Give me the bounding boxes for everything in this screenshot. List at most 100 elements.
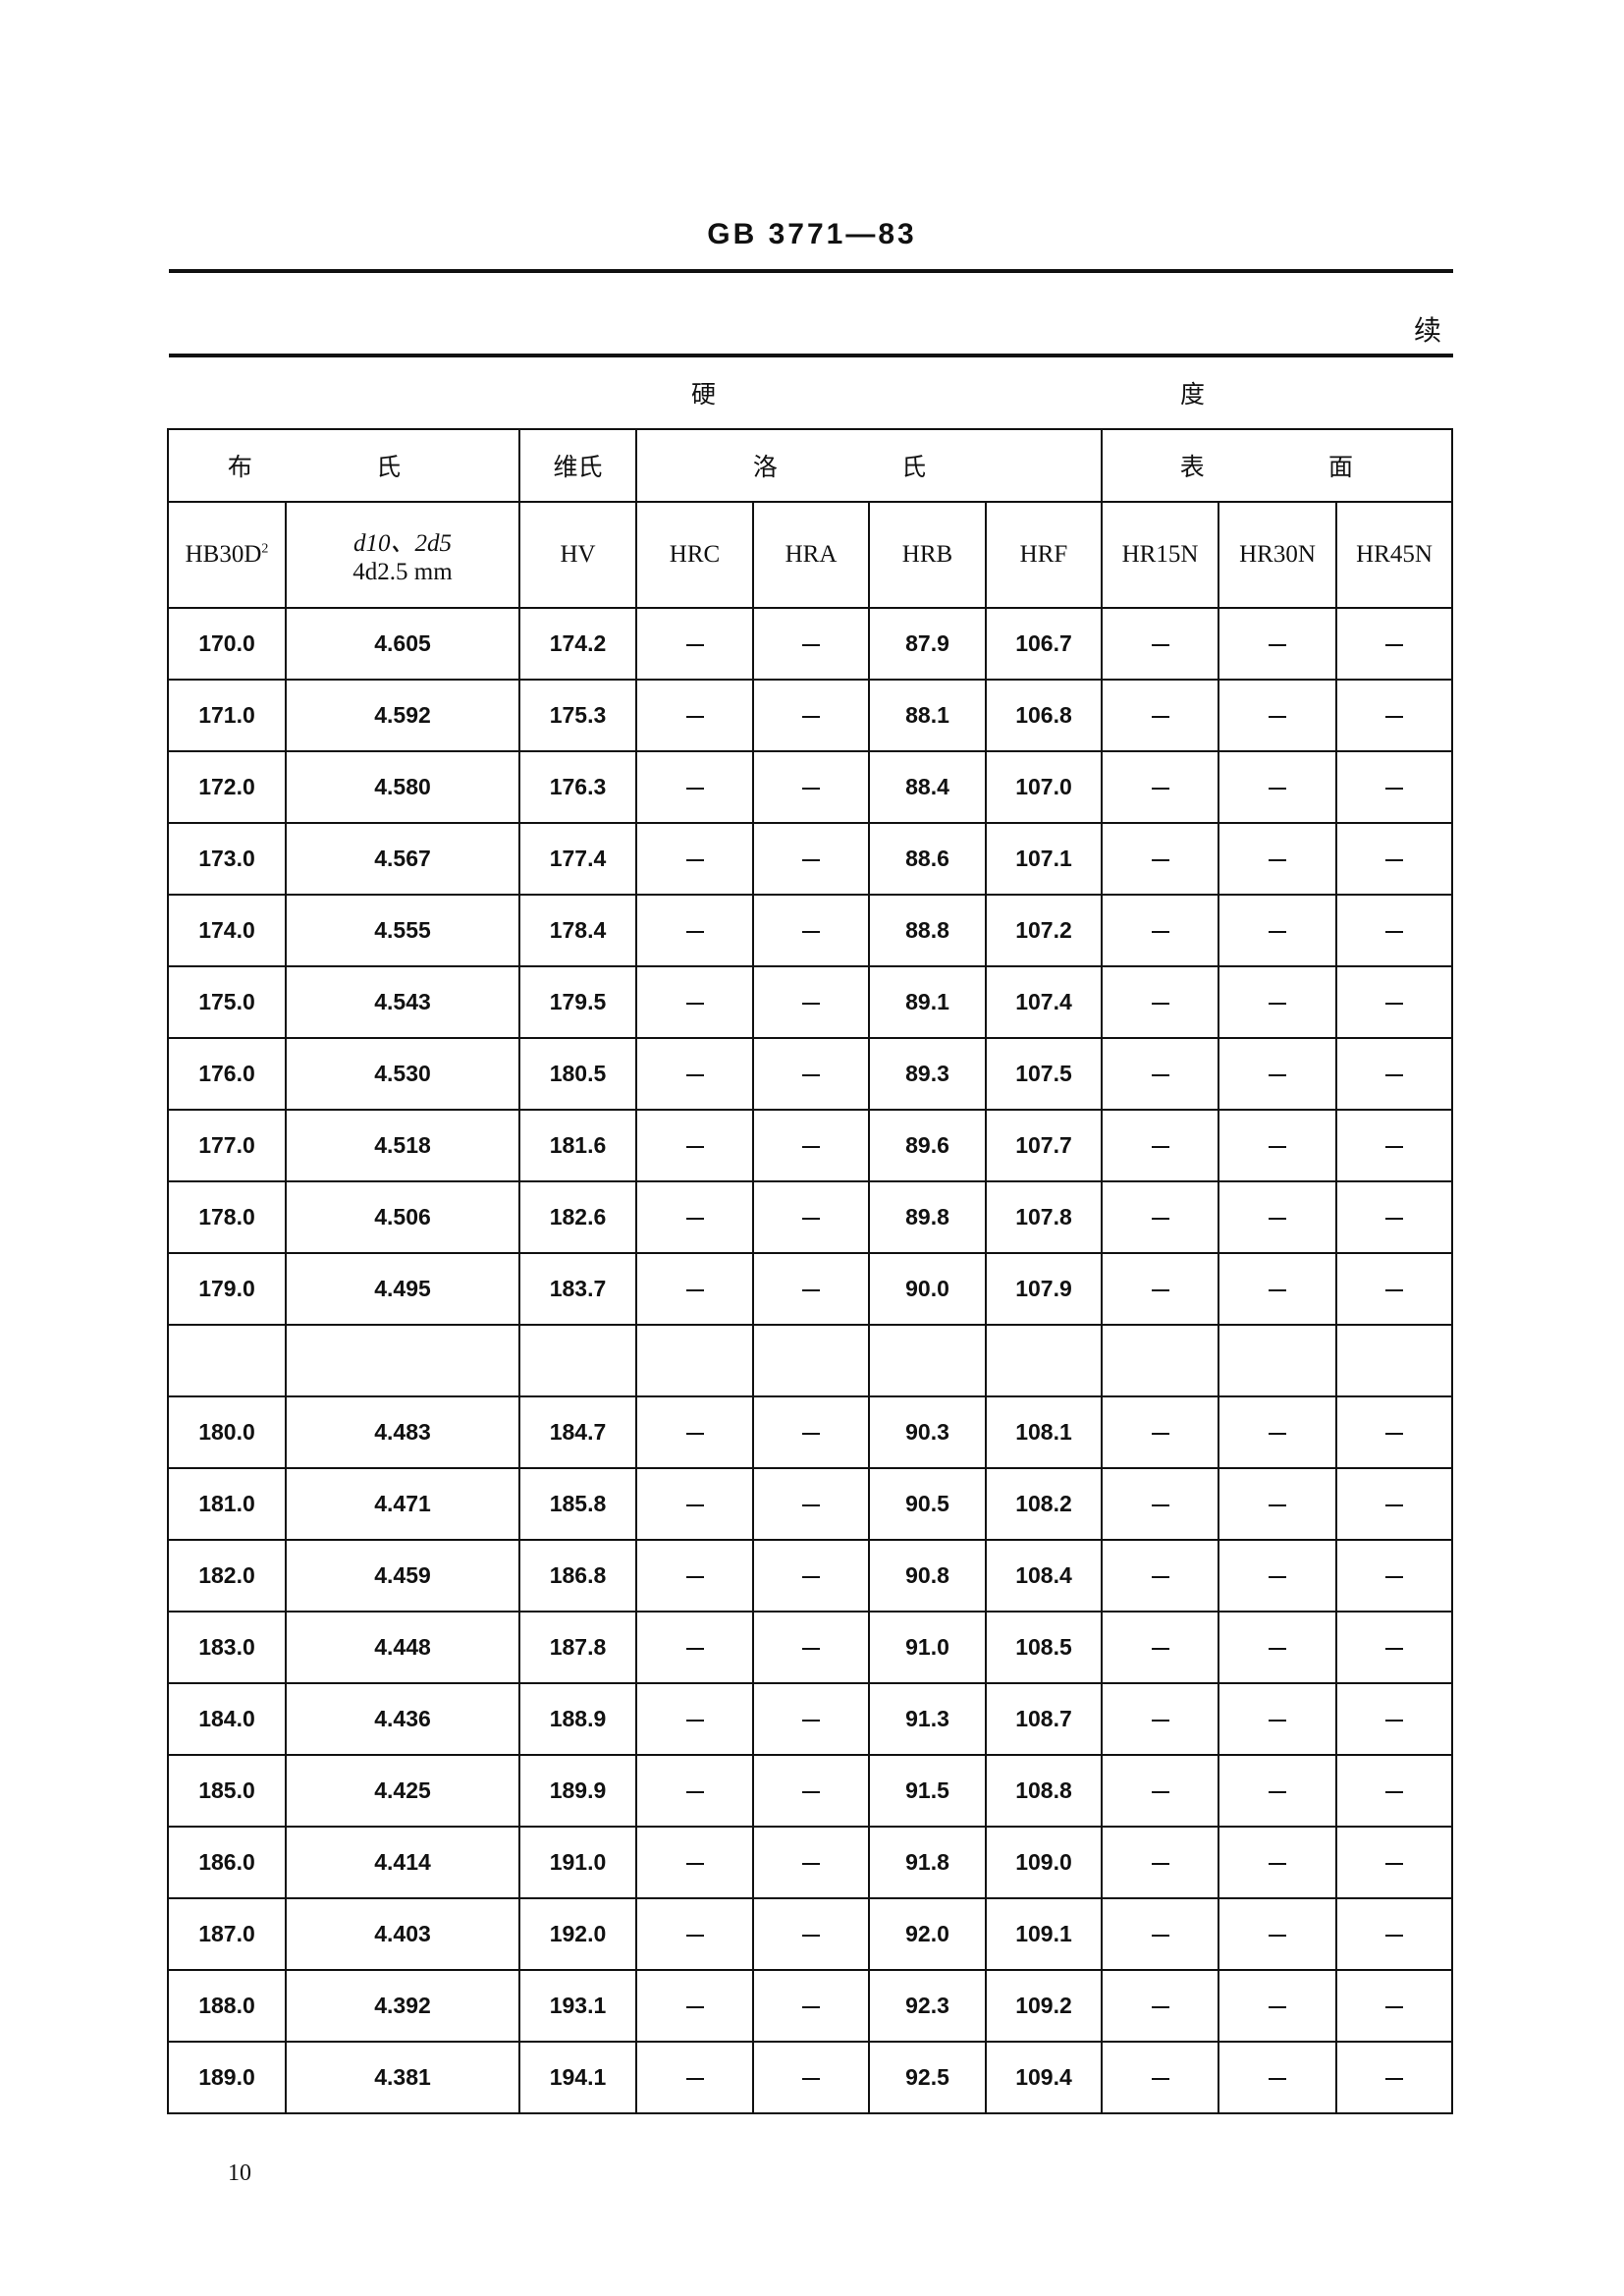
table-row: 173.0 4.567 177.4 88.6 107.1	[167, 822, 1453, 896]
table-cell	[752, 2041, 870, 2114]
group-surface: 表 面	[1101, 428, 1453, 503]
table-cell: 178.4	[518, 894, 637, 967]
table-row: 182.0 4.459 186.8 90.8 108.4	[167, 1539, 1453, 1613]
table-cell: 183.7	[518, 1252, 637, 1326]
table-cell	[1335, 1826, 1453, 1899]
table-cell	[1101, 679, 1219, 752]
dash-mark	[1269, 1647, 1286, 1650]
dash-mark	[1151, 643, 1169, 646]
table-cell	[752, 1611, 870, 1684]
table-cell: 186.8	[518, 1539, 637, 1613]
dash-mark	[802, 1002, 820, 1005]
dash-mark	[685, 930, 704, 933]
table-cell: 170.0	[167, 607, 287, 681]
table-cell	[1101, 1539, 1219, 1613]
table-cell: 88.1	[868, 679, 987, 752]
table-cell	[1101, 1897, 1219, 1971]
table-cell	[1335, 1969, 1453, 2043]
table-cell	[1218, 1180, 1337, 1254]
table-cell	[1218, 1109, 1337, 1182]
table-cell: 90.3	[868, 1395, 987, 1469]
dash-mark	[1385, 1217, 1403, 1220]
table-cell: 4.459	[285, 1539, 520, 1613]
table-cell: 179.0	[167, 1252, 287, 1326]
table-cell: 175.0	[167, 965, 287, 1039]
table-cell	[1218, 1037, 1337, 1111]
table-cell: 177.4	[518, 822, 637, 896]
dash-mark	[1151, 1002, 1169, 1005]
table-cell: 87.9	[868, 607, 987, 681]
dash-mark	[1269, 1790, 1286, 1793]
empty-cell	[167, 1324, 287, 1397]
table-cell: 189.0	[167, 2041, 287, 2114]
table-row: 181.0 4.471 185.8 90.5 108.2	[167, 1467, 1453, 1541]
table-cell: 187.8	[518, 1611, 637, 1684]
table-cell: 180.5	[518, 1037, 637, 1111]
table-cell	[752, 750, 870, 824]
table-cell	[752, 1467, 870, 1541]
table-cell	[1101, 607, 1219, 681]
table-cell	[752, 1826, 870, 1899]
table-cell: 4.506	[285, 1180, 520, 1254]
hardness-conversion-table: 硬 度 布 氏 维氏 洛 氏 表 面 HB30D2 d10、2d5 4d2.5 m…	[167, 357, 1453, 2114]
table-cell: 107.9	[985, 1252, 1103, 1326]
dash-mark	[1151, 1719, 1169, 1722]
dash-mark	[1151, 1575, 1169, 1578]
table-cell: 106.8	[985, 679, 1103, 752]
table-cell: 184.0	[167, 1682, 287, 1756]
dash-mark	[1269, 1575, 1286, 1578]
table-cell: 107.7	[985, 1109, 1103, 1182]
col-hra: HRA	[752, 501, 870, 609]
table-cell	[635, 679, 754, 752]
table-cell: 183.0	[167, 1611, 287, 1684]
table-cell: 91.5	[868, 1754, 987, 1828]
dash-mark	[802, 858, 820, 861]
table-cell	[752, 1897, 870, 1971]
table-cell: 174.2	[518, 607, 637, 681]
table-cell: 90.5	[868, 1467, 987, 1541]
table-cell	[1335, 750, 1453, 824]
table-cell	[1101, 1395, 1219, 1469]
dash-mark	[802, 1575, 820, 1578]
table-cell: 91.8	[868, 1826, 987, 1899]
table-cell	[1101, 1754, 1219, 1828]
dash-mark	[802, 643, 820, 646]
table-cell: 88.6	[868, 822, 987, 896]
col-hb: HB30D2	[167, 501, 287, 609]
table-cell: 178.0	[167, 1180, 287, 1254]
col-hv: HV	[518, 501, 637, 609]
empty-cell	[868, 1324, 987, 1397]
dash-mark	[1385, 643, 1403, 646]
dash-mark	[1269, 2077, 1286, 2080]
table-row: 187.0 4.403 192.0 92.0 109.1	[167, 1897, 1453, 1971]
table-cell	[635, 1109, 754, 1182]
table-row: 171.0 4.592 175.3 88.1 106.8	[167, 679, 1453, 752]
table-cell	[635, 1754, 754, 1828]
table-cell	[635, 822, 754, 896]
table-top-rule	[169, 354, 1453, 357]
table-cell	[1101, 965, 1219, 1039]
table-cell: 89.8	[868, 1180, 987, 1254]
table-cell	[752, 607, 870, 681]
table-cell	[1101, 1682, 1219, 1756]
dash-mark	[685, 1503, 704, 1506]
table-cell	[635, 894, 754, 967]
table-cell	[1335, 965, 1453, 1039]
table-row: 186.0 4.414 191.0 91.8 109.0	[167, 1826, 1453, 1899]
table-cell: 108.2	[985, 1467, 1103, 1541]
table-cell: 4.483	[285, 1395, 520, 1469]
table-cell: 4.592	[285, 679, 520, 752]
table-cell	[635, 965, 754, 1039]
table-cell	[1335, 1395, 1453, 1469]
col-hrc: HRC	[635, 501, 754, 609]
dash-mark	[802, 1288, 820, 1291]
table-cell: 189.9	[518, 1754, 637, 1828]
dash-mark	[1385, 2077, 1403, 2080]
dash-mark	[1385, 1934, 1403, 1937]
dash-mark	[1385, 1073, 1403, 1076]
table-cell: 91.3	[868, 1682, 987, 1756]
table-cell: 108.5	[985, 1611, 1103, 1684]
table-cell: 91.0	[868, 1611, 987, 1684]
table-cell: 107.4	[985, 965, 1103, 1039]
table-cell	[1101, 1180, 1219, 1254]
